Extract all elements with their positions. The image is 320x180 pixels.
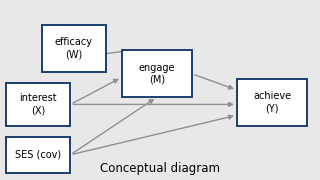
FancyBboxPatch shape bbox=[6, 137, 70, 173]
Text: Conceptual diagram: Conceptual diagram bbox=[100, 162, 220, 175]
Text: efficacy
(W): efficacy (W) bbox=[55, 37, 92, 60]
FancyBboxPatch shape bbox=[6, 83, 70, 126]
Text: SES (cov): SES (cov) bbox=[15, 150, 61, 160]
Text: interest
(X): interest (X) bbox=[20, 93, 57, 116]
FancyBboxPatch shape bbox=[237, 79, 307, 126]
FancyBboxPatch shape bbox=[42, 25, 106, 72]
FancyBboxPatch shape bbox=[122, 50, 192, 97]
Text: achieve
(Y): achieve (Y) bbox=[253, 91, 291, 114]
Text: engage
(M): engage (M) bbox=[139, 63, 175, 85]
